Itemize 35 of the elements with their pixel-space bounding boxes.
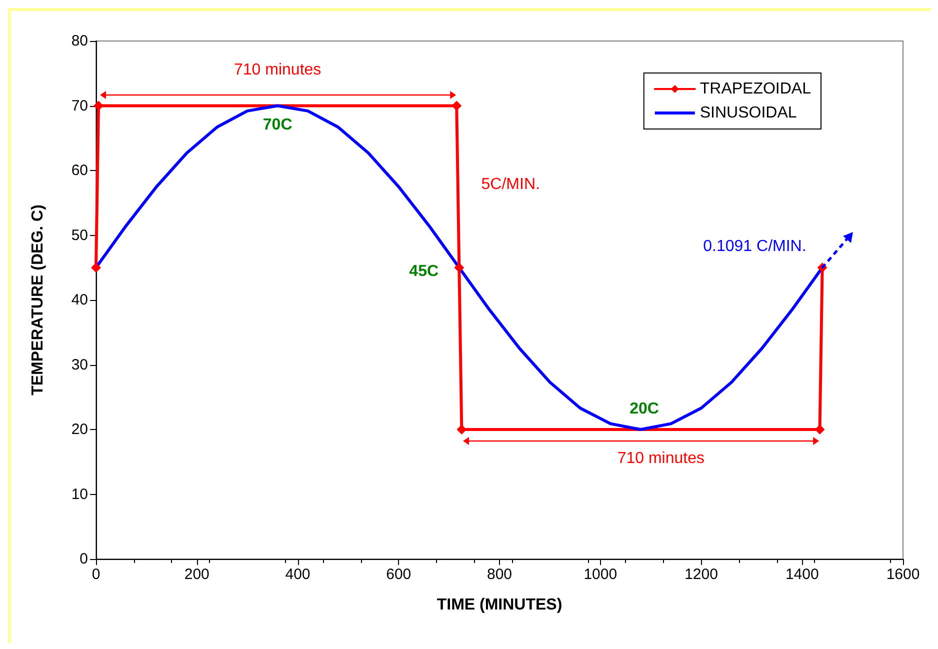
x-tick-label: 1400	[785, 566, 819, 583]
annotation: 710 minutes	[617, 450, 704, 468]
x-axis-title: TIME (MINUTES)	[436, 596, 562, 614]
x-tick-label: 1000	[584, 566, 618, 583]
point	[454, 262, 464, 273]
y-axis-title: TEMPERATURE (DEG. C)	[30, 204, 46, 396]
annotation: 45C	[409, 263, 439, 280]
y-tick-label: 70	[71, 97, 88, 114]
legend-label: TRAPEZOIDAL	[700, 80, 812, 98]
annotation: 710 minutes	[234, 62, 322, 79]
x-tick-label: 400	[285, 566, 310, 583]
y-tick-label: 30	[71, 356, 88, 374]
y-tick-label: 40	[71, 292, 88, 308]
annotation: 20C	[630, 400, 660, 418]
y-tick-label: 80	[71, 32, 88, 50]
annotation: 70C	[262, 116, 293, 134]
point	[91, 262, 101, 273]
x-tick-label: 600	[386, 566, 412, 583]
x-tick-label: 0	[92, 566, 100, 583]
annotation: 5C/MIN.	[481, 176, 540, 194]
y-tick-label: 20	[71, 421, 88, 438]
x-tick-label: 1200	[684, 566, 718, 583]
y-tick-label: 50	[71, 226, 88, 244]
point	[94, 100, 104, 111]
x-tick-label: 800	[486, 566, 512, 583]
y-tick-label: 0	[80, 550, 88, 568]
point	[814, 424, 825, 434]
legend-label: SINUSOIDAL	[700, 104, 797, 122]
y-tick-label: 60	[71, 162, 88, 179]
x-tick-label: 200	[184, 566, 210, 583]
y-tick-label: 10	[71, 486, 88, 503]
x-tick-label: 1600	[886, 566, 920, 583]
point	[452, 100, 462, 111]
annotation: 0.1091 C/MIN.	[703, 238, 806, 255]
point	[456, 424, 467, 434]
